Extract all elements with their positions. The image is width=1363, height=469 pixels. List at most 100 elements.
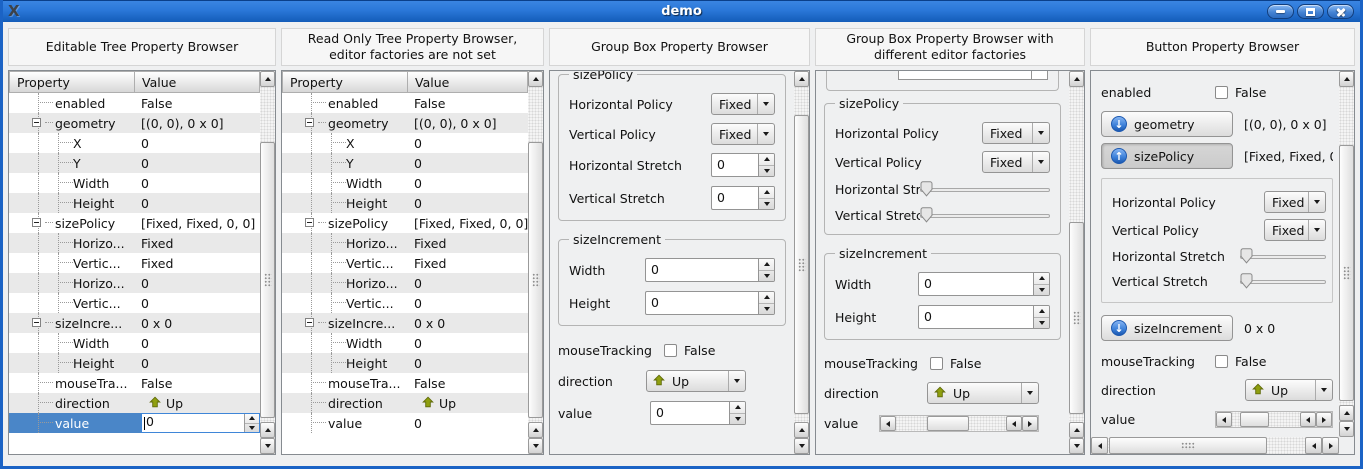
value-cell[interactable]: 0 <box>408 353 528 373</box>
table-row[interactable]: sizeIncre... 0 x 0 <box>282 313 528 333</box>
height-spinbox[interactable]: 0 <box>645 291 775 315</box>
spin-down-icon[interactable] <box>1034 318 1049 329</box>
value-cell[interactable]: 0 <box>135 133 260 153</box>
spin-up-icon[interactable] <box>759 292 774 304</box>
value-cell[interactable]: Fixed <box>135 233 260 253</box>
property-cell[interactable]: Y <box>282 153 408 173</box>
scrollbar-track[interactable] <box>1232 412 1300 427</box>
table-row[interactable]: Horizo... 0 <box>282 273 528 293</box>
scroll-up-button[interactable] <box>528 71 543 87</box>
table-row[interactable]: Width 0 <box>9 173 260 193</box>
table-row[interactable]: direction Up <box>282 393 528 413</box>
chevron-down-icon[interactable] <box>1032 123 1049 143</box>
slider-handle[interactable] <box>1240 273 1253 289</box>
value-scrollbar-editor[interactable] <box>879 415 1039 432</box>
property-tree[interactable]: Property Value enabled False geometry <box>282 71 528 454</box>
clipped-spinbox[interactable] <box>898 71 1048 80</box>
property-cell[interactable]: sizePolicy <box>282 213 408 233</box>
spin-buttons[interactable] <box>244 414 259 432</box>
property-cell[interactable]: geometry <box>9 113 135 133</box>
property-cell[interactable]: Width <box>9 333 135 353</box>
table-row[interactable]: Vertic... Fixed <box>282 253 528 273</box>
spin-buttons[interactable] <box>758 292 774 314</box>
slider-groove[interactable] <box>920 188 1050 192</box>
scroll-up-button[interactable] <box>794 422 809 438</box>
chevron-down-icon[interactable] <box>1032 152 1049 172</box>
slider-groove[interactable] <box>1240 255 1326 259</box>
collapse-expander-icon[interactable] <box>305 118 314 127</box>
property-cell[interactable]: sizePolicy <box>9 213 135 233</box>
table-row[interactable]: Height 0 <box>9 353 260 373</box>
property-cell[interactable]: geometry <box>282 113 408 133</box>
scroll-up-button[interactable] <box>1069 422 1084 438</box>
table-row[interactable]: sizePolicy [Fixed, Fixed, 0, 0] <box>9 213 260 233</box>
vertical-scrollbar[interactable] <box>1339 71 1354 437</box>
value-cell[interactable]: [Fixed, Fixed, 0, 0] <box>135 213 260 233</box>
property-cell[interactable]: enabled <box>9 93 135 113</box>
value-cell[interactable]: [(0, 0), 0 x 0] <box>408 113 528 133</box>
direction-combo[interactable]: Up <box>1245 379 1333 401</box>
table-row[interactable]: direction Up <box>9 393 260 413</box>
table-row[interactable]: Height 0 <box>282 353 528 373</box>
scroll-down-button[interactable] <box>794 438 809 454</box>
scrollbar-thumb[interactable] <box>1109 437 1267 454</box>
spin-up-icon[interactable] <box>245 414 259 424</box>
scroll-right-button[interactable] <box>1316 412 1332 427</box>
scroll-right-button[interactable] <box>1322 437 1339 454</box>
table-row[interactable]: sizePolicy [Fixed, Fixed, 0, 0] <box>282 213 528 233</box>
spin-down-icon[interactable] <box>759 166 774 177</box>
horizontal-stretch-slider[interactable] <box>1240 247 1326 265</box>
table-row[interactable]: Y 0 <box>282 153 528 173</box>
value-spinbox[interactable]: 0 <box>650 401 746 425</box>
property-cell[interactable]: direction <box>9 393 135 413</box>
height-spinbox[interactable]: 0 <box>918 305 1050 329</box>
spin-down-icon[interactable] <box>245 424 259 433</box>
value-cell[interactable]: 0 <box>135 293 260 313</box>
scroll-up-button[interactable] <box>260 71 275 87</box>
horizontal-stretch-slider[interactable] <box>920 180 1050 198</box>
value-cell[interactable]: 0 <box>408 413 528 433</box>
vertical-stretch-spinbox[interactable]: 0 <box>711 186 775 210</box>
property-cell[interactable]: Height <box>9 353 135 373</box>
vertical-scrollbar[interactable] <box>528 71 543 454</box>
scrollbar-track[interactable] <box>260 87 275 422</box>
value-cell[interactable]: Fixed <box>135 253 260 273</box>
vertical-policy-combo[interactable]: Fixed <box>982 151 1050 173</box>
table-row[interactable]: Width 0 <box>282 333 528 353</box>
spin-buttons[interactable] <box>729 402 745 424</box>
value-cell[interactable]: False <box>408 93 528 113</box>
value-scrollbar-editor[interactable] <box>1215 411 1333 428</box>
spin-up-icon[interactable] <box>730 402 745 414</box>
chevron-down-icon[interactable] <box>757 124 774 144</box>
vertical-stretch-slider[interactable] <box>920 206 1050 224</box>
property-cell[interactable]: Width <box>282 333 408 353</box>
table-row[interactable]: enabled False <box>282 93 528 113</box>
spin-up-icon[interactable] <box>759 259 774 271</box>
scrollbar-track[interactable] <box>794 87 809 422</box>
scroll-left-button[interactable] <box>1091 437 1108 454</box>
property-cell[interactable]: Horizo... <box>282 233 408 253</box>
property-cell[interactable]: Vertic... <box>9 253 135 273</box>
table-row[interactable]: Horizo... Fixed <box>282 233 528 253</box>
slider-groove[interactable] <box>1240 280 1326 284</box>
chevron-down-icon[interactable] <box>1308 192 1325 212</box>
spin-up-icon[interactable] <box>1034 306 1049 318</box>
scrollbar-thumb[interactable] <box>1240 412 1269 427</box>
scrollbar-thumb[interactable] <box>794 115 809 414</box>
scroll-down-button[interactable] <box>260 438 275 454</box>
scrollbar-track[interactable] <box>528 87 543 422</box>
table-row[interactable]: mouseTra... False <box>9 373 260 393</box>
value-cell[interactable]: 0 x 0 <box>408 313 528 333</box>
scroll-right-button[interactable] <box>1022 416 1038 431</box>
table-row[interactable]: Horizo... 0 <box>9 273 260 293</box>
spin-down-icon[interactable] <box>759 271 774 282</box>
collapse-expander-icon[interactable] <box>32 318 41 327</box>
spin-up-icon[interactable] <box>759 154 774 166</box>
value-cell[interactable]: False <box>135 93 260 113</box>
table-row[interactable]: sizeIncre... 0 x 0 <box>9 313 260 333</box>
column-header-value[interactable]: Value <box>134 71 260 93</box>
spin-down-icon[interactable] <box>759 304 774 315</box>
property-cell[interactable]: Y <box>9 153 135 173</box>
value-cell[interactable]: 0 <box>135 273 260 293</box>
property-cell[interactable]: sizeIncre... <box>9 313 135 333</box>
